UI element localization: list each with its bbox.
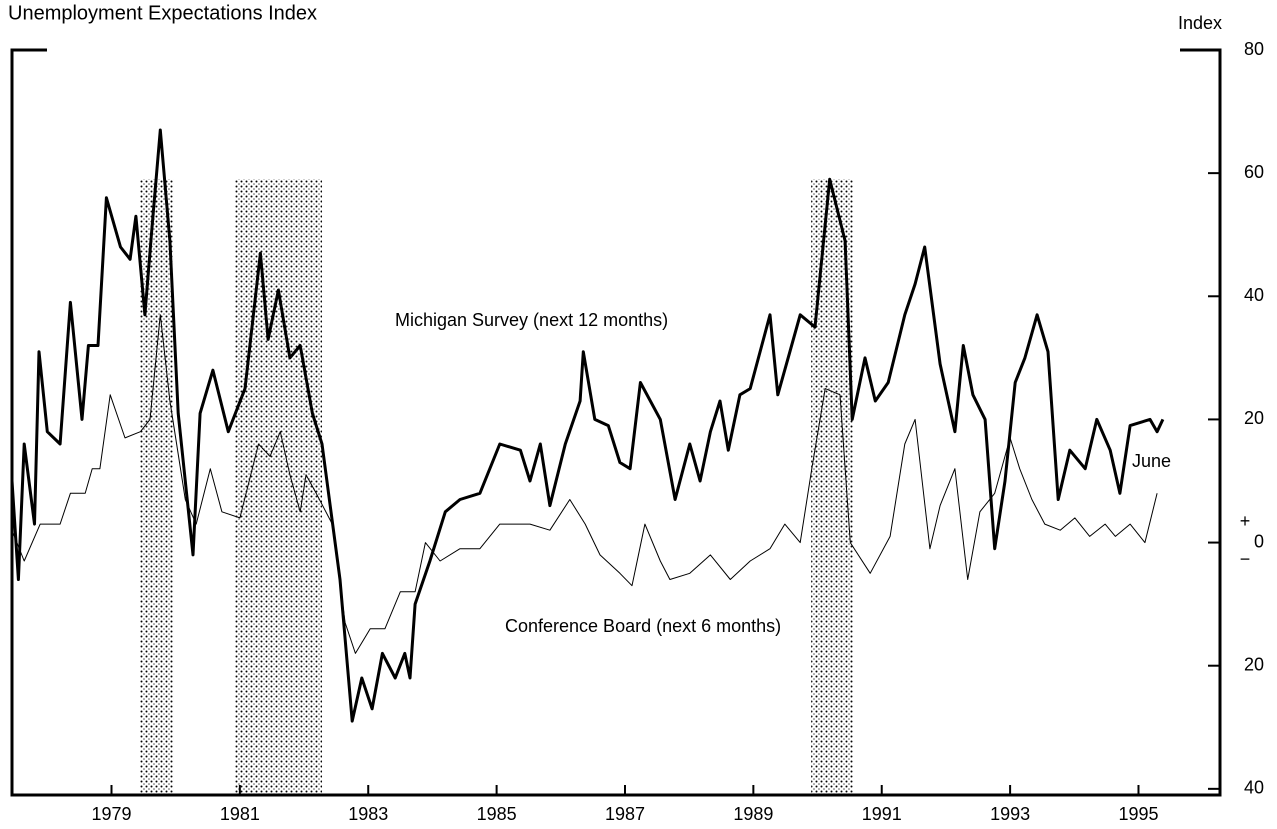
y-tick-label: 80 [1244,39,1264,59]
annotation: − [1240,549,1251,569]
y-axis-label: Index [1178,13,1222,33]
series-line [11,314,1158,654]
annotation: June [1132,451,1171,471]
x-tick-label: 1993 [990,804,1030,824]
x-tick-label: 1995 [1118,804,1158,824]
y-tick-label: 40 [1244,778,1264,798]
x-tick-label: 1979 [91,804,131,824]
y-tick-label: 20 [1244,408,1264,428]
x-tick-label: 1983 [348,804,388,824]
annotation: Conference Board (next 6 months) [505,616,781,636]
recession-shade [235,179,323,796]
x-tick-label: 1985 [477,804,517,824]
annotation: Michigan Survey (next 12 months) [395,310,668,330]
y-tick-label: 20 [1244,654,1264,674]
series-line [10,128,1165,723]
axis-frame [10,48,1222,797]
x-tick-label: 1989 [733,804,773,824]
y-tick-label: 40 [1244,285,1264,305]
x-tick-label: 1987 [605,804,645,824]
x-tick-label: 1991 [862,804,902,824]
y-tick-label: 0 [1254,531,1264,551]
chart-title: Unemployment Expectations Index [8,2,317,24]
recession-shade [140,179,174,796]
annotation: + [1240,511,1251,531]
x-tick-label: 1981 [220,804,260,824]
y-tick-label: 60 [1244,162,1264,182]
